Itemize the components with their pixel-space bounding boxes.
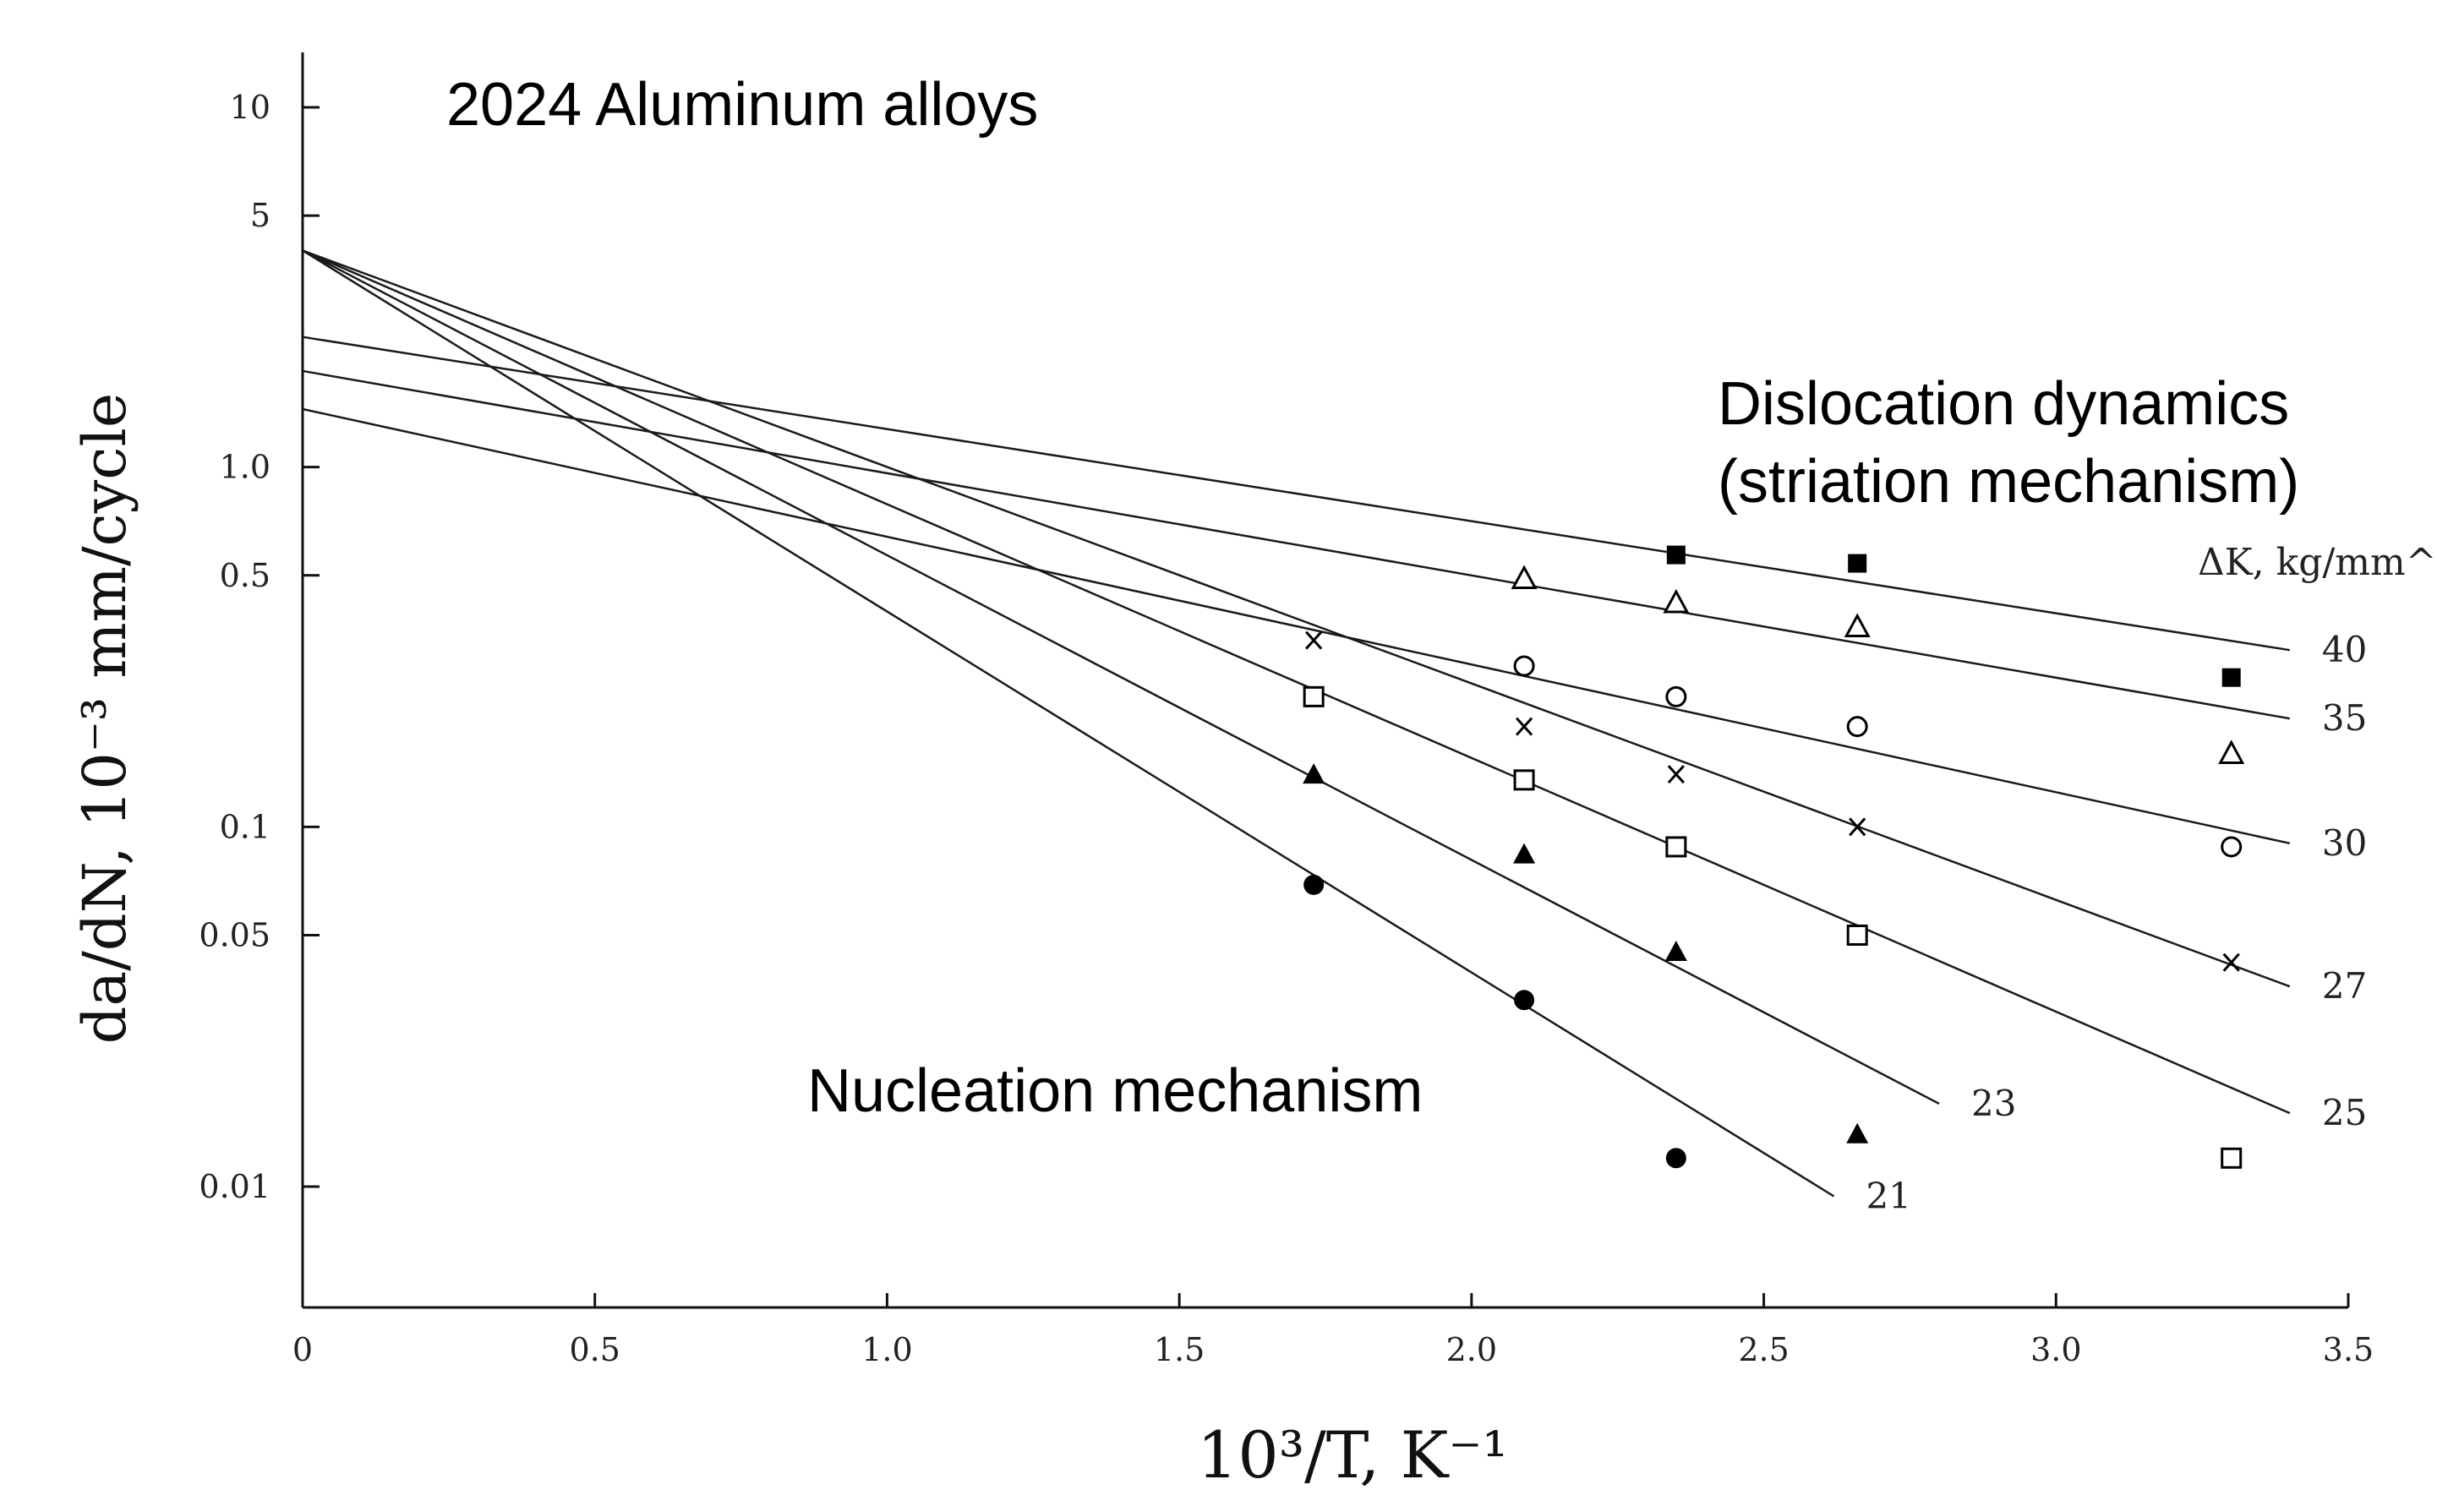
point-27-2-b <box>1667 765 1685 784</box>
point-40-2 <box>2221 668 2241 687</box>
x-tick-label-2: 1.0 <box>861 1331 912 1368</box>
point-27-0 <box>1305 630 1323 650</box>
point-25-2 <box>1665 836 1687 858</box>
legend-title: ΔK, kg/mm^3/2 <box>2198 541 2437 584</box>
y-axis-title: da/dN, 10⁻³ mm/cycle <box>70 393 139 1045</box>
y-tick-label-3: 0.5 <box>220 557 270 594</box>
point-30-2 <box>1846 716 1868 738</box>
chart-title: 2024 Aluminum alloys <box>446 71 1038 139</box>
series-label-35: 35 <box>2322 697 2367 739</box>
y-tick-label-6: 0.01 <box>199 1168 270 1205</box>
annotation-dislocation: Dislocation dynamics <box>1718 370 2289 438</box>
point-30-0 <box>1513 655 1535 677</box>
point-27-3 <box>1849 817 1866 837</box>
point-30-3 <box>2221 836 2243 858</box>
y-tick-label-4: 0.1 <box>220 808 270 845</box>
point-25-3 <box>1846 924 1868 946</box>
x-tick-label-1: 0.5 <box>569 1331 620 1368</box>
fit-line-40 <box>302 336 2291 652</box>
point-27-4-b <box>2222 953 2240 972</box>
x-tick-label-4: 2.0 <box>1446 1331 1497 1368</box>
series-labels: 40 35 30 27 25 23 21 <box>1866 629 2368 1216</box>
point-23-0 <box>1303 763 1325 784</box>
point-27-3-b <box>1849 817 1866 837</box>
x-tick-label-6: 3.0 <box>2030 1331 2081 1368</box>
x-tick-label-5: 2.5 <box>1738 1331 1789 1368</box>
series-label-40: 40 <box>2322 629 2367 670</box>
series-label-30: 30 <box>2322 822 2367 864</box>
x-tick-label-0: 0 <box>292 1331 313 1368</box>
point-35-0 <box>1511 565 1538 590</box>
plot-frame <box>301 52 2348 1309</box>
point-21-2 <box>1665 1148 1686 1169</box>
point-27-0-b <box>1305 630 1323 650</box>
point-35-2 <box>1844 613 1871 638</box>
point-35-3 <box>2218 740 2245 764</box>
y-tick-label-5: 0.05 <box>199 916 270 953</box>
axis-ticks: 0 0.5 1.0 1.5 2.0 2.5 3.0 3.5 10 5 1.0 0.5 0.1 0.05 0.… <box>199 89 2374 1368</box>
point-25-0 <box>1303 685 1325 707</box>
x-tick-label-7: 3.5 <box>2323 1331 2374 1368</box>
fit-line-30 <box>302 407 2291 845</box>
fit-line-35 <box>302 369 2291 720</box>
point-23-2 <box>1664 940 1687 961</box>
y-tick-label-1: 5 <box>250 197 270 234</box>
point-27-4 <box>2222 953 2240 972</box>
series-label-25: 25 <box>2322 1092 2367 1133</box>
point-30-1 <box>1665 685 1687 707</box>
point-25-4 <box>2221 1147 2243 1169</box>
point-21-1 <box>1514 990 1535 1011</box>
fit-line-25 <box>302 249 2291 1115</box>
fit-line-23 <box>302 249 1940 1105</box>
point-40-1 <box>1848 554 1867 573</box>
x-tick-label-3: 1.5 <box>1154 1331 1205 1368</box>
point-21-0 <box>1303 874 1325 895</box>
x-axis-title: 10³/T, K⁻¹ <box>1197 1417 1508 1493</box>
point-35-1 <box>1663 588 1690 614</box>
fit-line-21 <box>302 249 1835 1198</box>
data-markers <box>1303 545 2245 1169</box>
series-label-23: 23 <box>1971 1083 2016 1124</box>
series-label-27: 27 <box>2322 965 2367 1007</box>
point-23-1 <box>1513 843 1536 864</box>
fit-lines <box>302 249 2291 1198</box>
annotation-striation: (striation mechanism) <box>1718 448 2299 516</box>
point-23-3 <box>1846 1122 1869 1144</box>
point-27-1 <box>1515 717 1533 736</box>
y-tick-label-0: 10 <box>230 89 270 126</box>
fit-line-27 <box>302 249 2291 988</box>
point-25-1 <box>1513 769 1535 791</box>
point-27-1-b <box>1515 717 1533 736</box>
annotation-nucleation: Nucleation mechanism <box>807 1057 1423 1125</box>
series-label-21: 21 <box>1866 1175 1911 1216</box>
y-tick-label-2: 1.0 <box>220 449 270 486</box>
point-27-2 <box>1667 765 1685 784</box>
point-40-0 <box>1666 545 1686 565</box>
